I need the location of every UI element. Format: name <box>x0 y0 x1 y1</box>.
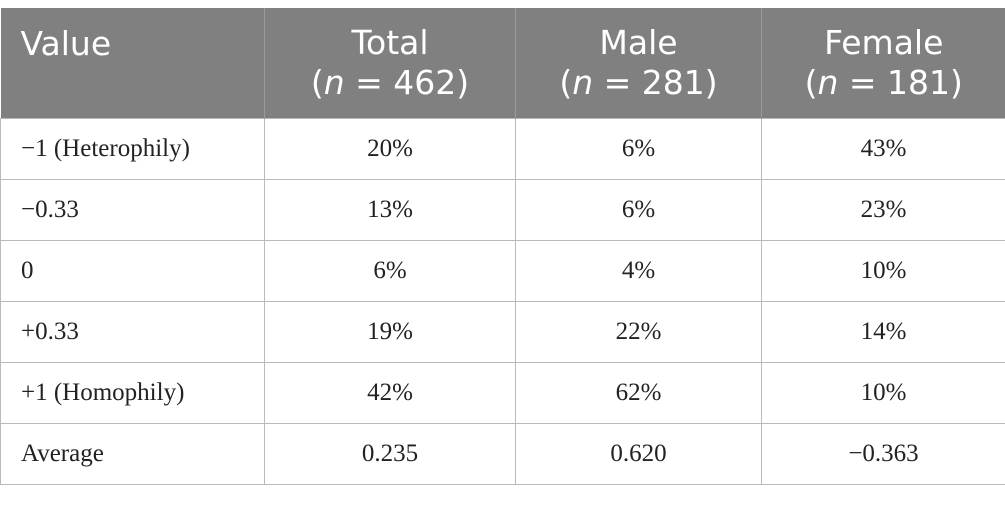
cell-total: 42% <box>264 362 516 424</box>
header-value: Value <box>0 8 265 119</box>
cell-female: 10% <box>761 240 1005 302</box>
table-body: −1 (Heterophily) 20% 6% 43% −0.33 13% 6%… <box>0 118 1005 485</box>
cell-female: 43% <box>761 118 1005 180</box>
row-label: 0 <box>0 240 265 302</box>
cell-total: 13% <box>264 179 516 241</box>
table-row: +0.33 19% 22% 14% <box>0 301 1005 363</box>
cell-male: 0.620 <box>515 423 762 485</box>
header-female-name: Female <box>824 23 944 62</box>
table-row: −0.33 13% 6% 23% <box>0 179 1005 241</box>
header-male-open-paren: ( <box>559 63 573 102</box>
header-total-n: n <box>323 63 345 102</box>
cell-female: 14% <box>761 301 1005 363</box>
header-male-name: Male <box>599 23 678 62</box>
header-female-n-rest: = 181) <box>838 63 963 102</box>
table-row: Average 0.235 0.620 −0.363 <box>0 423 1005 485</box>
row-label: +1 (Homophily) <box>0 362 265 424</box>
header-female-count: (n = 181) <box>762 63 1005 103</box>
table-row: +1 (Homophily) 42% 62% 10% <box>0 362 1005 424</box>
cell-total: 6% <box>264 240 516 302</box>
table-row: −1 (Heterophily) 20% 6% 43% <box>0 118 1005 180</box>
header-female-n: n <box>817 63 839 102</box>
cell-total: 0.235 <box>264 423 516 485</box>
header-female: Female (n = 181) <box>761 8 1005 119</box>
header-male-n: n <box>572 63 594 102</box>
header-male-n-rest: = 281) <box>593 63 718 102</box>
header-total-count: (n = 462) <box>265 63 515 103</box>
table-header: Value Total (n = 462) Male (n = 281) Fem… <box>0 8 1005 119</box>
cell-female: 23% <box>761 179 1005 241</box>
cell-female: −0.363 <box>761 423 1005 485</box>
row-label: −0.33 <box>0 179 265 241</box>
header-male: Male (n = 281) <box>515 8 762 119</box>
header-total-n-rest: = 462) <box>344 63 470 102</box>
header-female-open-paren: ( <box>804 63 818 102</box>
data-table-container: Value Total (n = 462) Male (n = 281) Fem… <box>0 8 1005 485</box>
row-label: Average <box>0 423 265 485</box>
cell-male: 4% <box>515 240 762 302</box>
row-label: +0.33 <box>0 301 265 363</box>
cell-male: 6% <box>515 179 762 241</box>
row-label: −1 (Heterophily) <box>0 118 265 180</box>
header-total-open-paren: ( <box>310 63 324 102</box>
cell-female: 10% <box>761 362 1005 424</box>
table-row: 0 6% 4% 10% <box>0 240 1005 302</box>
header-male-count: (n = 281) <box>516 63 761 103</box>
header-row: Value Total (n = 462) Male (n = 281) Fem… <box>0 8 1005 119</box>
header-total: Total (n = 462) <box>264 8 516 119</box>
cell-total: 20% <box>264 118 516 180</box>
cell-total: 19% <box>264 301 516 363</box>
cell-male: 22% <box>515 301 762 363</box>
data-table: Value Total (n = 462) Male (n = 281) Fem… <box>0 8 1005 485</box>
cell-male: 6% <box>515 118 762 180</box>
header-total-name: Total <box>351 23 429 62</box>
cell-male: 62% <box>515 362 762 424</box>
